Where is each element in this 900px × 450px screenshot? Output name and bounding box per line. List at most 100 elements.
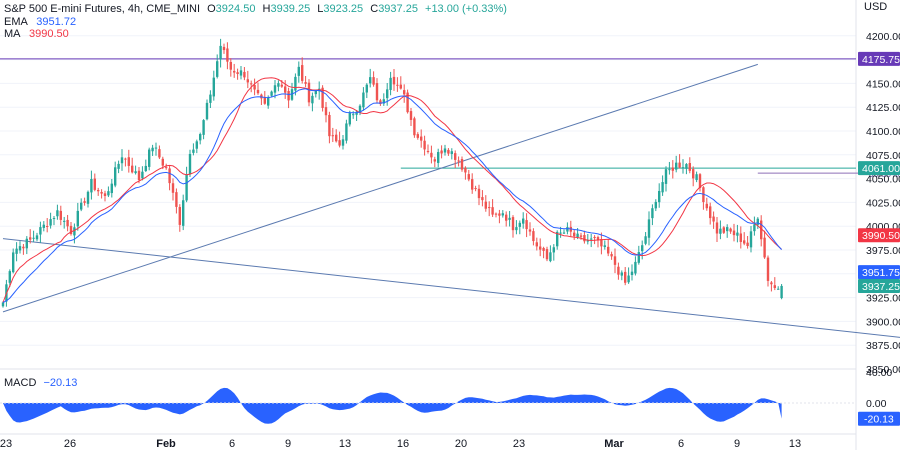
candle-body bbox=[542, 247, 545, 251]
macd-tick-label: 40.00 bbox=[866, 367, 892, 379]
macd-area bbox=[3, 387, 782, 424]
candle-body bbox=[637, 252, 640, 263]
time-tick-label: 16 bbox=[397, 438, 409, 450]
candle-body bbox=[236, 72, 239, 75]
candle-body bbox=[664, 169, 668, 184]
candle-body bbox=[651, 208, 654, 219]
candle-body bbox=[692, 169, 695, 179]
price-tick-label: 4075.00 bbox=[866, 150, 900, 162]
candle-body bbox=[188, 153, 192, 175]
symbol-row: S&P 500 E-mini Futures, 4h, CME_MINI O39… bbox=[4, 3, 507, 16]
candle-body bbox=[535, 242, 538, 247]
ma-label: MA bbox=[4, 28, 20, 40]
candle-body bbox=[566, 227, 569, 232]
macd-value: −20.13 bbox=[43, 377, 78, 389]
candle-body bbox=[233, 70, 236, 73]
candle-body bbox=[202, 120, 205, 135]
candle-body bbox=[321, 87, 324, 108]
candle-body bbox=[192, 149, 195, 153]
candle-body bbox=[420, 136, 423, 141]
time-tick-label: 23 bbox=[0, 438, 12, 450]
candle-body bbox=[617, 266, 620, 275]
time-tick-label: Feb bbox=[156, 438, 176, 450]
candle-body bbox=[124, 158, 127, 160]
price-tick-label: 3925.00 bbox=[866, 293, 900, 305]
ma-line bbox=[2, 77, 782, 303]
candle-body bbox=[590, 238, 593, 240]
candle-body bbox=[382, 99, 385, 104]
ema-legend[interactable]: EMA 3951.72 bbox=[4, 16, 507, 29]
candle-body bbox=[12, 252, 15, 273]
candle-body bbox=[607, 246, 610, 254]
price-tick-label: 4200.00 bbox=[866, 31, 900, 43]
price-axis[interactable]: USD3850.003875.003900.003925.003950.0039… bbox=[858, 1, 900, 426]
candle-body bbox=[46, 225, 49, 227]
candle-body bbox=[35, 235, 39, 240]
time-tick-label: 6 bbox=[229, 438, 235, 450]
indicator-lines bbox=[2, 77, 782, 303]
candle-body bbox=[709, 206, 712, 219]
candle-body bbox=[488, 207, 491, 209]
candle-body bbox=[773, 285, 776, 288]
candle-body bbox=[732, 230, 736, 236]
price-tick-label: 4025.00 bbox=[866, 197, 900, 209]
candle-body bbox=[403, 90, 406, 95]
time-axis[interactable]: 23 26 Feb 6 9 13 16 20 23 Mar 6 9 13 bbox=[0, 438, 801, 450]
candle-body bbox=[195, 141, 198, 149]
macd-tick-label: 0.00 bbox=[866, 398, 887, 410]
ma-legend[interactable]: MA 3990.50 bbox=[4, 28, 507, 41]
candle-body bbox=[32, 237, 35, 239]
candle-body bbox=[42, 224, 45, 228]
candle-body bbox=[226, 48, 229, 62]
candle-body bbox=[630, 271, 634, 276]
candle-body bbox=[392, 76, 396, 85]
candle-body bbox=[515, 227, 518, 231]
symbol-title: S&P 500 E-mini Futures, 4h, CME_MINI bbox=[4, 3, 201, 15]
candle-body bbox=[549, 252, 552, 262]
candle-body bbox=[311, 95, 314, 104]
candle-body bbox=[426, 150, 430, 152]
candle-body bbox=[73, 227, 76, 236]
candle-body bbox=[471, 179, 474, 190]
candle-body bbox=[668, 169, 671, 171]
candle-body bbox=[416, 134, 419, 138]
candle-body bbox=[185, 174, 188, 201]
price-tick-label: 3875.00 bbox=[866, 340, 900, 352]
candle-body bbox=[437, 152, 440, 163]
candle-body bbox=[610, 254, 613, 257]
candle-body bbox=[267, 97, 270, 106]
price-badge bbox=[858, 265, 900, 280]
ema-line bbox=[2, 88, 782, 303]
candle-body bbox=[440, 150, 443, 154]
candle-body bbox=[307, 82, 311, 103]
candle-body bbox=[624, 271, 627, 283]
price-tick-label: 3900.00 bbox=[866, 316, 900, 328]
candle-body bbox=[49, 219, 52, 226]
candle-body bbox=[18, 246, 22, 251]
candle-body bbox=[481, 197, 484, 201]
time-tick-label: 26 bbox=[64, 438, 76, 450]
time-tick-label: 13 bbox=[789, 438, 801, 450]
candle-body bbox=[736, 232, 739, 236]
candle-body bbox=[491, 207, 494, 215]
candle-body bbox=[103, 193, 107, 197]
candle-body bbox=[688, 163, 691, 171]
candle-body bbox=[144, 165, 147, 172]
candle-body bbox=[358, 105, 362, 113]
candle-body bbox=[460, 159, 464, 170]
candle-body bbox=[389, 77, 392, 90]
price-tick-label: 4050.00 bbox=[866, 174, 900, 186]
candle-body bbox=[627, 275, 630, 283]
ohlc-close: C3937.25 bbox=[370, 3, 418, 15]
candle-body bbox=[450, 151, 453, 154]
candle-body bbox=[331, 135, 334, 137]
candle-body bbox=[423, 140, 426, 150]
candle-body bbox=[154, 147, 158, 149]
candle-body bbox=[1, 302, 5, 307]
candle-body bbox=[494, 213, 498, 215]
macd-legend[interactable]: MACD −20.13 bbox=[4, 377, 77, 389]
candle-body bbox=[287, 90, 290, 101]
candle-body bbox=[518, 222, 521, 227]
candle-body bbox=[158, 149, 161, 158]
